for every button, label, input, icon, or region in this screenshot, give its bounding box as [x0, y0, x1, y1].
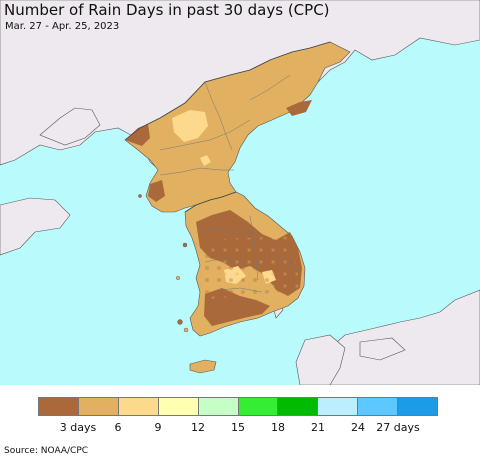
liaodong-peninsula: [39, 107, 101, 146]
legend-tick-label: 9: [154, 421, 162, 434]
islet-5: [138, 194, 142, 198]
legend-tick-label: 3 days: [59, 421, 97, 434]
legend-colorbar: [38, 397, 438, 416]
map-canvas: [0, 0, 480, 385]
zone-9days-north-b: [200, 155, 211, 166]
legend-tick-label: 27 days: [376, 421, 420, 434]
legend-tick-label: 15: [231, 421, 245, 434]
japan-kyushu: [295, 334, 346, 385]
legend-swatch: [39, 398, 79, 415]
legend-swatch: [118, 398, 159, 415]
japan-honshu: [309, 289, 480, 385]
zone-3days-northeast: [286, 100, 312, 116]
map-title: Number of Rain Days in past 30 days (CPC…: [4, 1, 330, 19]
zone-9days-north-a: [172, 110, 208, 142]
legend-ticks: 3 days 6 9 12 15 18 21 24 27 days: [0, 421, 480, 435]
china-border: [124, 41, 331, 141]
source-credit: Source: NOAA/CPC: [4, 446, 89, 456]
dmz-border: [184, 191, 237, 213]
legend-tick-label: 21: [311, 421, 325, 434]
legend-tick-label: 6: [114, 421, 122, 434]
legend-swatch: [158, 398, 199, 415]
zone-3days-northwest: [125, 124, 150, 146]
islet-2: [183, 327, 189, 333]
legend-swatch: [198, 398, 239, 415]
islet-1: [177, 319, 183, 325]
legend-swatch: [238, 398, 279, 415]
province-boundaries: [159, 74, 299, 293]
shandong-peninsula: [0, 197, 71, 256]
legend-swatch: [78, 398, 119, 415]
japan-shikoku: [359, 337, 406, 361]
legend-tick-label: 18: [271, 421, 285, 434]
islet-4: [175, 276, 180, 281]
south-texture: [196, 236, 300, 300]
map-panel: [0, 0, 480, 385]
legend: 3 days 6 9 12 15 18 21 24 27 days: [0, 395, 480, 441]
date-range: Mar. 27 - Apr. 25, 2023: [5, 21, 120, 32]
islet-3: [182, 242, 188, 248]
legend-swatch: [398, 398, 438, 415]
jeju-island: [189, 359, 217, 374]
zone-3days-west-coast: [148, 180, 165, 202]
legend-swatch: [358, 398, 399, 415]
legend-swatch: [318, 398, 359, 415]
legend-tick-label: 24: [351, 421, 365, 434]
legend-swatch: [278, 398, 319, 415]
legend-tick-label: 12: [191, 421, 205, 434]
